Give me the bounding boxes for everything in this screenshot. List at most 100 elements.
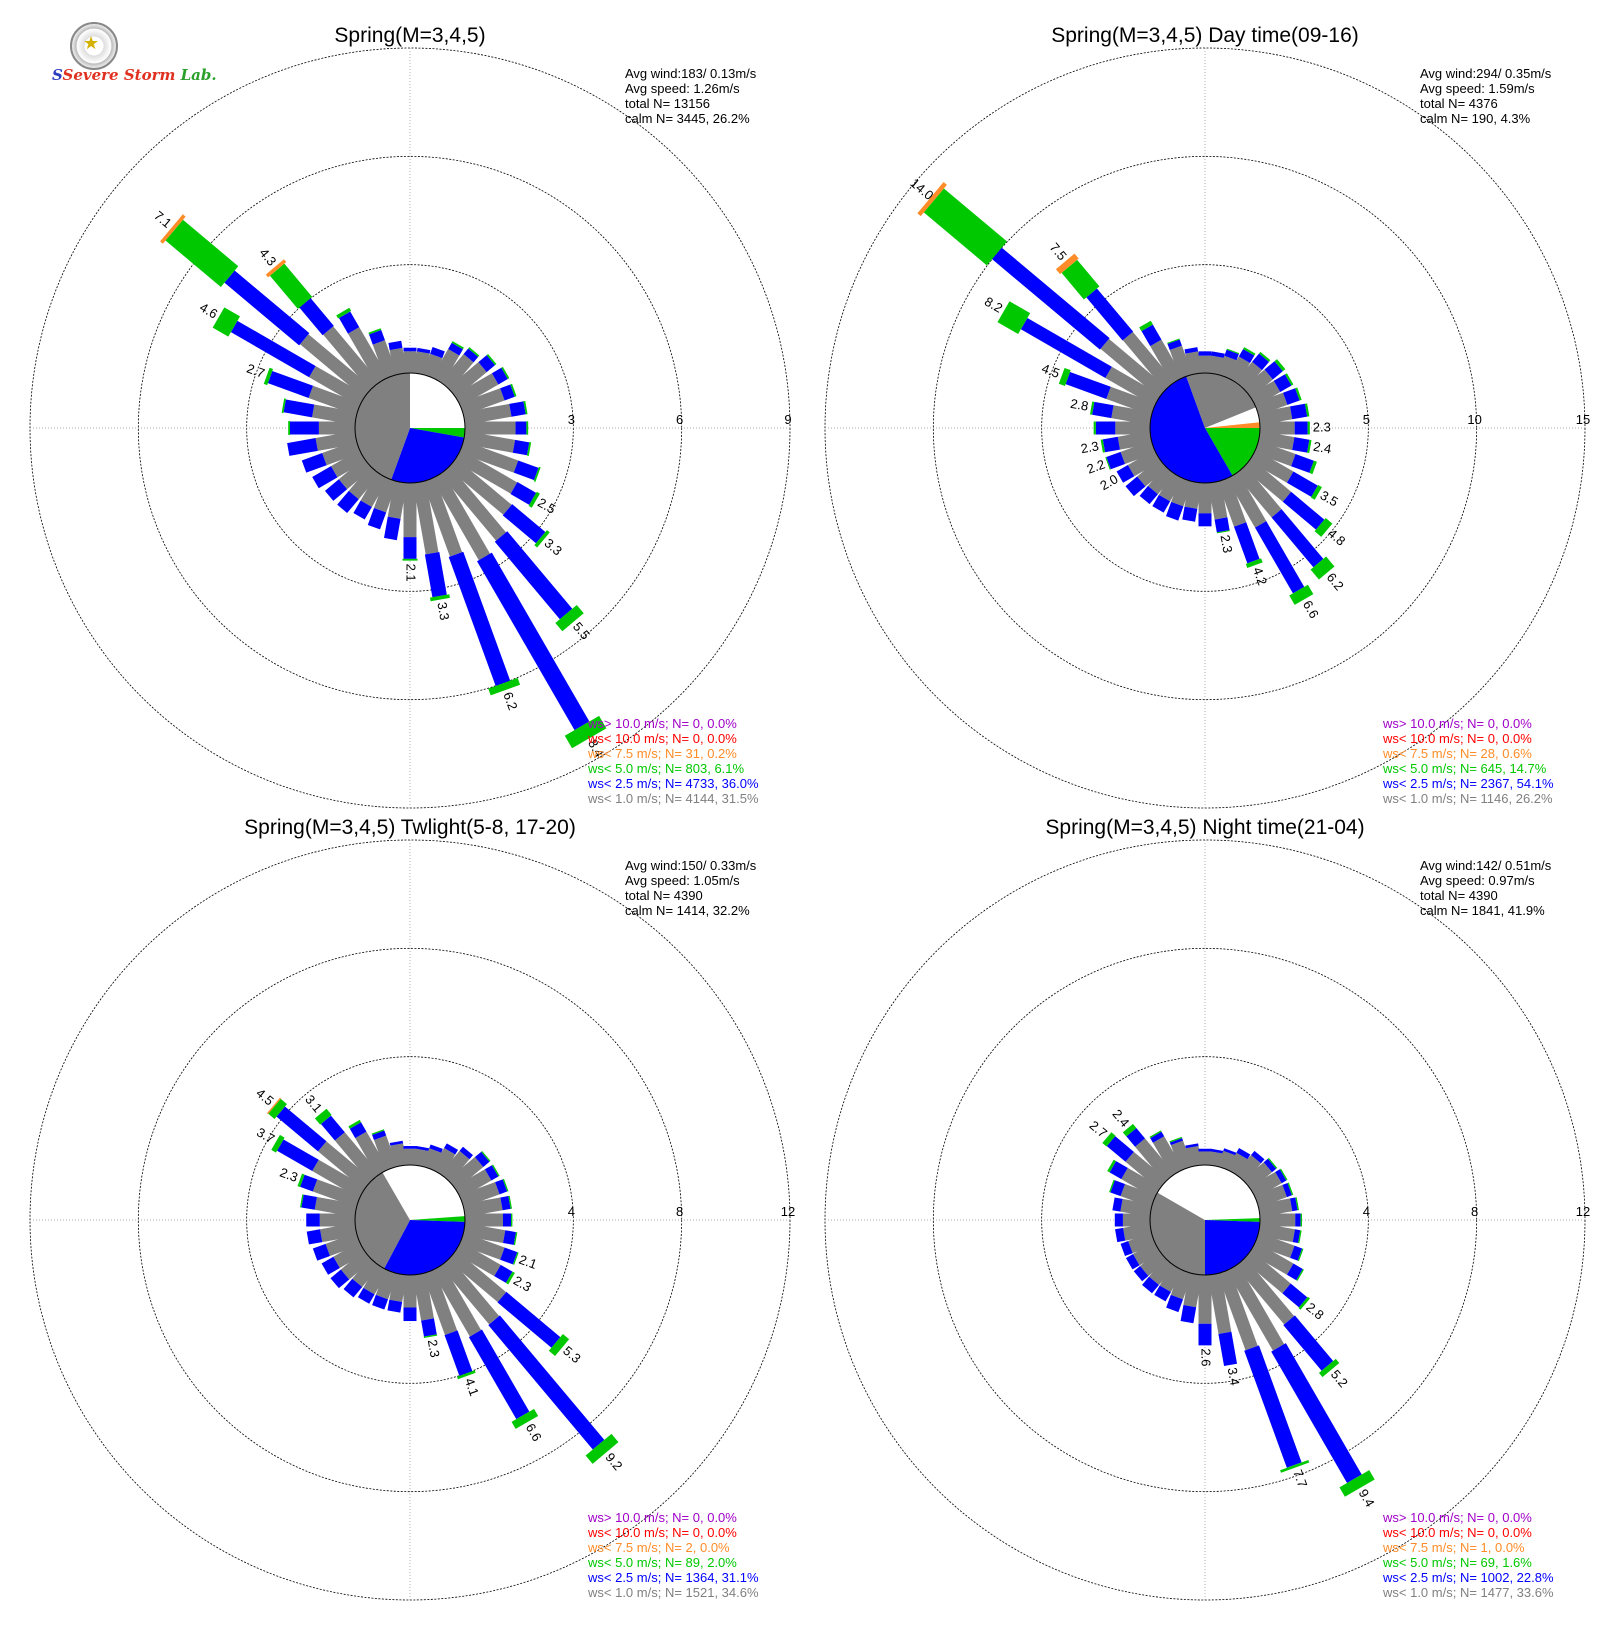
bar-segment-dir-20-bin-1 (1224, 349, 1239, 361)
bar-segment-dir-100-bin-1 (1292, 437, 1310, 453)
bar-value-label: 2.3 (511, 1273, 534, 1295)
bar-segment-dir-50-bin-0 (447, 362, 487, 398)
bar-value-label: 4.2 (1250, 565, 1270, 587)
bar-segment-dir-70-bin-1 (1282, 1183, 1292, 1198)
bar-segment-dir-60-bin-1 (484, 1165, 499, 1181)
bar-segment-dir-290-bin-2 (297, 1173, 305, 1188)
bar-segment-dir-330-bin-2 (1149, 1130, 1162, 1139)
legend-entry: ws< 10.0 m/s; N= 0, 0.0% (587, 1525, 737, 1540)
bar-segment-dir-150-bin-2 (1289, 584, 1314, 605)
bar-segment-dir-120-bin-0 (1249, 1241, 1294, 1275)
bar-segment-dir-130-bin-0 (1242, 1250, 1291, 1294)
bar-segment-dir-110-bin-2 (512, 1252, 519, 1265)
legend-entry: ws< 2.5 m/s; N= 2367, 54.1% (1382, 776, 1554, 791)
bar-segment-dir-50-bin-0 (447, 1157, 484, 1190)
bar-segment-dir-40-bin-2 (468, 347, 480, 357)
bar-segment-dir-50-bin-2 (486, 354, 497, 366)
bar-segment-dir-60-bin-0 (454, 1169, 492, 1199)
bar-segment-dir-90-bin-0 (465, 421, 516, 435)
legend-entry: ws< 1.0 m/s; N= 1521, 34.6% (587, 1585, 759, 1600)
bar-segment-dir-330-bin-0 (1152, 1136, 1184, 1176)
bar-segment-dir-10-bin-1 (1210, 1148, 1224, 1154)
bar-segment-dir-70-bin-0 (459, 1182, 500, 1208)
info-line: total N= 4376 (1420, 96, 1498, 111)
ring-tick-label: 3 (568, 412, 575, 427)
bar-segment-dir-250-bin-0 (322, 440, 361, 466)
bar-segment-dir-330-bin-2 (1139, 320, 1153, 332)
bar-segment-dir-280-bin-1 (1092, 401, 1114, 419)
bar-segment-dir-160-bin-1 (1234, 522, 1260, 564)
bar-segment-dir-130-bin-0 (1242, 458, 1292, 502)
bar-segment-dir-10-bin-1 (1211, 351, 1225, 358)
calm-pie-slice (1186, 373, 1205, 428)
bar-segment-dir-220-bin-0 (348, 465, 380, 500)
info-line: Avg wind:150/ 0.33m/s (625, 858, 757, 873)
bar-segment-dir-80-bin-0 (463, 1197, 503, 1217)
bar-value-label: 2.6 (1199, 1348, 1214, 1366)
bar-segment-dir-340-bin-2 (368, 328, 382, 335)
bar-segment-dir-190-bin-1 (1182, 506, 1198, 522)
bar-segment-dir-330-bin-1 (349, 1122, 367, 1139)
bar-segment-dir-310-bin-1 (1106, 1136, 1134, 1162)
bar-segment-dir-290-bin-1 (1110, 1180, 1125, 1197)
bar-segment-dir-140-bin-2 (585, 1433, 619, 1464)
bar-segment-dir-240-bin-1 (321, 1256, 340, 1275)
calm-pie-slice (410, 373, 465, 428)
bar-segment-dir-230-bin-0 (1137, 458, 1168, 487)
bar-segment-dir-130-bin-2 (1298, 1296, 1310, 1310)
bar-segment-dir-60-bin-2 (1285, 373, 1294, 386)
calm-pie-slice (1205, 373, 1256, 428)
bar-segment-dir-140-bin-2 (1319, 1358, 1340, 1378)
bar-segment-dir-80-bin-1 (1290, 1197, 1298, 1212)
bar-segment-dir-90-bin-0 (1260, 1213, 1296, 1227)
bar-segment-dir-110-bin-1 (513, 460, 539, 481)
chart-title: Spring(M=3,4,5) Twlight(5-8, 17-20) (244, 816, 576, 839)
bar-segment-dir-280-bin-1 (283, 399, 315, 418)
bar-segment-dir-250-bin-1 (1106, 451, 1125, 470)
bar-segment-dir-180-bin-1 (1198, 1323, 1212, 1346)
bar-segment-dir-210-bin-0 (1159, 1264, 1184, 1292)
legend-entry: ws< 10.0 m/s; N= 0, 0.0% (1382, 731, 1532, 746)
bar-segment-dir-270-bin-1 (1095, 421, 1116, 435)
legend-entry: ws< 5.0 m/s; N= 69, 1.6% (1382, 1555, 1532, 1570)
bar-segment-dir-360-bin-0 (403, 351, 417, 373)
bar-segment-dir-80-bin-0 (463, 403, 512, 425)
bar-value-label: 3.7 (254, 1124, 277, 1146)
bar-segment-dir-210-bin-0 (360, 472, 389, 508)
bar-segment-dir-150-bin-2 (511, 1408, 539, 1429)
bar-segment-dir-30-bin-1 (1238, 348, 1255, 363)
bar-segment-dir-250-bin-1 (1120, 1241, 1133, 1257)
bar-segment-dir-150-bin-2 (564, 715, 607, 749)
legend-entry: ws< 10.0 m/s; N= 0, 0.0% (587, 731, 737, 746)
bar-value-label: 2.3 (1218, 534, 1236, 554)
bar-segment-dir-90-bin-2 (526, 421, 529, 435)
bar-segment-dir-200-bin-1 (367, 507, 387, 530)
bar-segment-dir-250-bin-1 (301, 453, 327, 473)
bar-segment-dir-330-bin-2 (348, 1119, 362, 1129)
bar-segment-dir-100-bin-2 (1307, 439, 1312, 453)
bar-segment-dir-260-bin-1 (287, 438, 318, 456)
bar-segment-dir-150-bin-1 (477, 552, 590, 731)
legend-entry: ws> 10.0 m/s; N= 0, 0.0% (587, 716, 737, 731)
bar-segment-dir-320-bin-2 (1061, 259, 1100, 300)
bar-segment-dir-320-bin-2 (1122, 1123, 1137, 1137)
bar-segment-dir-270-bin-0 (1115, 421, 1150, 435)
bar-segment-dir-230-bin-0 (338, 458, 373, 490)
info-line: Avg wind:183/ 0.13m/s (625, 66, 757, 81)
bar-segment-dir-110-bin-1 (500, 1247, 518, 1265)
bar-value-label: 2.5 (535, 495, 558, 517)
calm-pie-slice (384, 1220, 465, 1275)
bar-segment-dir-310-bin-1 (992, 247, 1110, 350)
bar-segment-dir-150-bin-0 (1226, 1264, 1285, 1351)
bar-segment-dir-290-bin-1 (300, 1174, 318, 1192)
bar-segment-dir-30-bin-2 (451, 341, 464, 350)
bar-value-label: 4.5 (253, 1085, 276, 1108)
bar-segment-dir-320-bin-0 (1122, 331, 1175, 391)
bar-segment-dir-30-bin-0 (1226, 356, 1251, 384)
bar-segment-dir-350-bin-1 (389, 1140, 404, 1146)
bar-segment-dir-160-bin-0 (422, 1269, 458, 1335)
bar-segment-dir-320-bin-1 (320, 1115, 345, 1141)
bar-segment-dir-220-bin-1 (343, 1278, 363, 1298)
bar-segment-dir-150-bin-0 (1226, 472, 1267, 528)
